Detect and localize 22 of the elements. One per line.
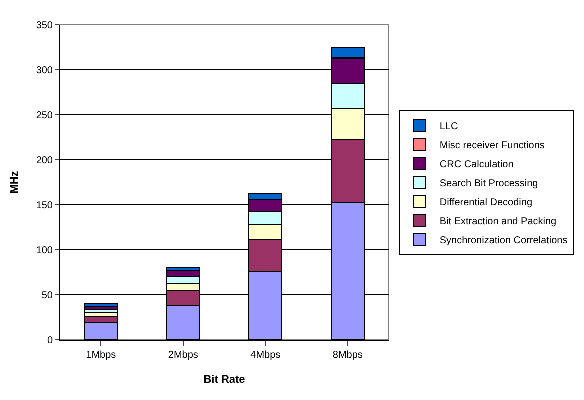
y-tick-label: 350 [36,20,54,32]
y-axis-title: MHz [8,170,21,194]
x-tick-label: 8Mbps [332,350,363,361]
x-tick-label: 2Mbps [168,350,198,361]
x-tick-label: 1Mbps [86,350,116,361]
x-tick-label: 4Mbps [250,350,281,361]
legend-label: Search Bit Processing [440,178,538,190]
y-tick-label: 300 [36,66,54,76]
y-tick-label: 100 [36,246,54,256]
bar [84,304,118,308]
legend-label: CRC Calculation [440,159,514,170]
legend-label: Synchronization Correlations [440,235,568,246]
y-tick-label: 0 [47,336,54,346]
x-axis-title: Bit Rate [204,374,246,386]
legend-label: Misc receiver Functions [440,140,545,152]
y-tick-label: 150 [36,200,54,212]
y-tick-label: 250 [36,110,54,122]
legend-label: LLC [440,121,458,132]
y-tick-label: 50 [42,290,54,302]
y-tick-label: 200 [36,156,54,166]
legend-label: Differential Decoding [440,197,533,208]
legend-label: Bit Extraction and Packing [440,216,557,228]
